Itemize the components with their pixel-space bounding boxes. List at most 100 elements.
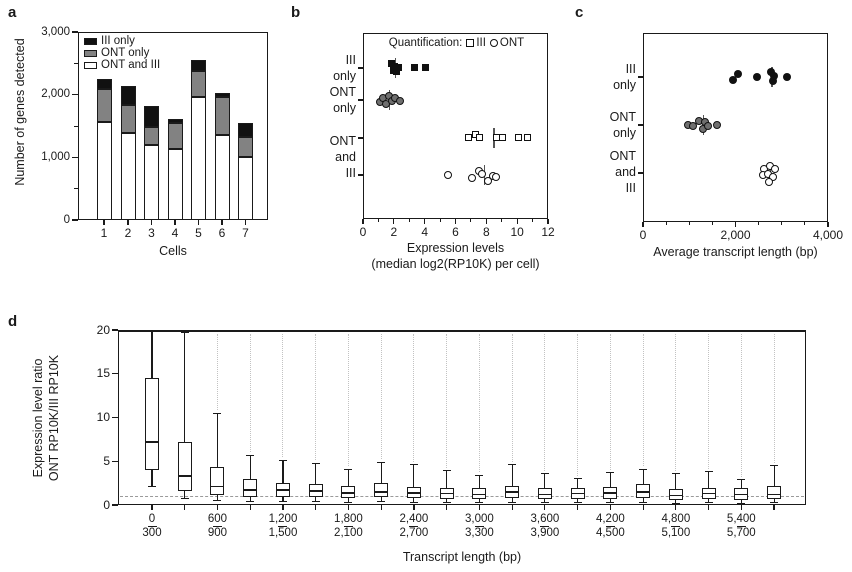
reference-line-ratio-1 [120, 496, 804, 498]
box-whisker [773, 465, 775, 503]
panel-c-plot-frame [643, 33, 828, 222]
panel-a-x-tick [221, 220, 223, 225]
panel-d-x-tick [282, 505, 284, 510]
data-point-circle-filled [770, 72, 779, 80]
panel-b-x-minor-tick [377, 219, 379, 222]
bin-upper-value: 4,800 [661, 513, 691, 525]
panel-b-x-minor-tick [470, 219, 472, 222]
bin-upper-value: 2,400 [399, 513, 429, 525]
panel-c-row-label: ONT and III [609, 149, 636, 195]
panel-b-x-tick-label: 8 [482, 225, 490, 239]
bin-range-label: 4,200 4,500 [584, 513, 636, 540]
box-median [439, 492, 454, 495]
bar-segment-gray [238, 136, 253, 157]
bar-segment-black [238, 122, 253, 137]
data-point-square-filled [391, 63, 399, 70]
panel-b-y-tick [358, 99, 363, 101]
whisker-cap-top [573, 478, 582, 480]
bar-segment-white [214, 134, 230, 220]
box-iqr [537, 487, 552, 499]
whisker-cap-bottom [180, 497, 189, 499]
bin-lower-value: 2,700 [399, 527, 429, 540]
whisker-cap-bottom [508, 501, 517, 503]
panel-a-y-tick [72, 156, 78, 158]
panel-b-x-axis-title: (median log2(RP10K) per cell) [371, 257, 540, 271]
whisker-cap-bottom [246, 501, 255, 503]
whisker-cap-top [639, 468, 648, 470]
panel-b-y-tick [358, 137, 363, 139]
bin-upper-value: 600 [207, 513, 228, 525]
panel-c-x-minor-tick [781, 222, 783, 225]
bin-lower-value: 2,100 [334, 527, 363, 540]
box-whisker [282, 460, 284, 502]
bar-segment-black [144, 105, 159, 127]
panel-d-x-tick [249, 505, 251, 510]
box-median [636, 491, 651, 493]
whisker-cap-top [344, 468, 353, 470]
outlier-trail [642, 334, 644, 467]
whisker-cap-bottom [148, 486, 156, 488]
panel-a-x-tick [174, 220, 176, 225]
panel-d-x-tick [511, 505, 513, 510]
panel-d-y-tick [112, 460, 118, 462]
panel-c-x-minor-tick [688, 222, 690, 225]
box-median [603, 491, 618, 494]
whisker-cap-bottom [737, 502, 746, 504]
bar-segment-white [96, 122, 112, 220]
panel-a-y-minor-tick [74, 125, 78, 127]
panel-c-x-tick [642, 222, 644, 227]
bin-upper-value: 3,600 [530, 513, 560, 525]
data-point-circle-filled [783, 73, 792, 81]
box-median [734, 493, 749, 496]
whisker-cap-bottom [409, 501, 418, 503]
panel-a-y-tick [72, 31, 78, 33]
box-median [210, 485, 225, 488]
bin-lower-value: 3,900 [530, 527, 560, 540]
outlier-trail [216, 334, 218, 411]
box-whisker [446, 470, 448, 503]
whisker-cap-bottom [344, 501, 353, 503]
data-point-circle-gray [688, 122, 697, 130]
panel-c-x-tick-label: 2,000 [720, 228, 751, 242]
panel-d-y-tick-label: 5 [103, 453, 110, 468]
bin-range-label: 2,400 2,700 [388, 513, 440, 540]
panel-d-x-axis-title: Transcript length (bp) [402, 550, 522, 564]
box-iqr [177, 442, 192, 491]
panel-d-x-tick [609, 505, 611, 510]
bar-segment-white [144, 144, 159, 220]
square-open-legend-icon [466, 39, 475, 47]
panel-c-row-label: ONT only [609, 110, 636, 140]
whisker-cap-bottom [573, 501, 582, 503]
outlier-trail [609, 334, 611, 470]
panel-d-x-tick [413, 505, 415, 510]
whisker-cap-bottom [442, 501, 451, 503]
whisker-cap-top [737, 479, 746, 481]
panel-a-x-tick-label: 1 [100, 226, 108, 240]
bar-segment-gray [191, 70, 206, 97]
whisker-cap-top [475, 474, 484, 476]
panel-b-x-tick-label: 12 [541, 225, 555, 239]
box-iqr [341, 485, 356, 498]
panel-c-x-minor-tick [804, 222, 806, 225]
panel-b-x-tick-label: 0 [359, 225, 367, 239]
data-point-circle-filled [729, 76, 738, 84]
panel-d-x-tick [184, 505, 186, 510]
box-iqr [243, 478, 258, 498]
bar-segment-white [238, 156, 253, 220]
outlier-trail [446, 334, 448, 468]
outlier-trail [577, 334, 579, 476]
box-median [243, 489, 258, 491]
bin-range-label: 1,800 2,100 [322, 513, 374, 540]
data-point-circle-open [477, 170, 486, 178]
whisker-cap-top [409, 464, 418, 466]
bin-upper-value: 3,000 [465, 513, 494, 525]
panel-c-y-tick [638, 124, 643, 126]
panel-a-x-tick-label: 5 [195, 226, 202, 240]
panel-d-y-axis-title: Expression level ratio ONT RP10K/III RP1… [31, 354, 61, 481]
outlier-trail [773, 334, 775, 463]
box-iqr [145, 378, 159, 470]
panel-d-plot-frame [118, 330, 806, 505]
bin-range-label: 4,800 5,100 [650, 513, 702, 540]
panel-b-x-tick [424, 219, 426, 224]
